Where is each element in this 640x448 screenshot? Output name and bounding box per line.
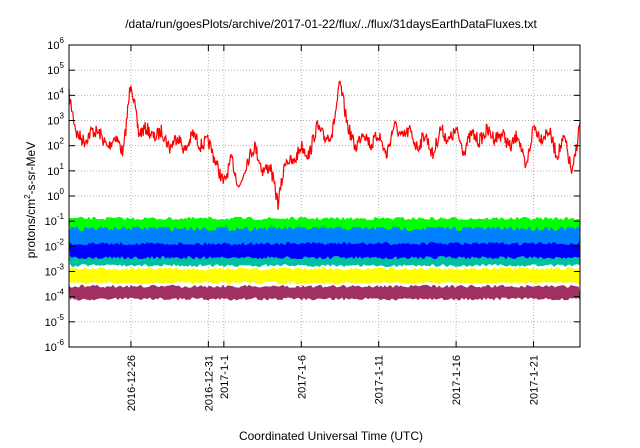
y-tick-label: 103 xyxy=(47,112,64,128)
y-tick-label: 101 xyxy=(47,162,64,178)
x-tick-label: 2017-1-11 xyxy=(374,355,386,404)
y-tick-base: 10 xyxy=(47,90,59,102)
y-tick-base: 10 xyxy=(45,317,57,329)
y-tick-base: 10 xyxy=(45,241,57,253)
y-tick-label: 10-6 xyxy=(45,338,65,354)
y-tick-exponent: 1 xyxy=(60,162,65,171)
y-axis-label-pre: protons/cm xyxy=(24,199,38,258)
y-tick-base: 10 xyxy=(45,267,57,279)
y-tick-exponent: -6 xyxy=(57,338,65,347)
y-axis-label-sup: 2 xyxy=(23,194,32,199)
x-tick-label: 2017-1-6 xyxy=(296,355,308,399)
grid xyxy=(69,45,580,347)
y-tick-exponent: 5 xyxy=(60,61,65,70)
y-axis: 10-610-510-410-310-210-11001011021031041… xyxy=(45,36,580,354)
x-axis: 2016-12-26 2016-12-31 2017-1-1 2017-1-6 2017… xyxy=(126,45,541,411)
y-tick-label: 104 xyxy=(47,86,64,102)
y-tick-label: 10-5 xyxy=(45,313,65,329)
y-tick-base: 10 xyxy=(47,166,59,178)
y-tick-exponent: -4 xyxy=(57,288,65,297)
y-tick-exponent: 6 xyxy=(60,36,65,45)
x-tick-label: 2017-1-1 xyxy=(219,355,231,399)
y-tick-label: 10-3 xyxy=(45,263,65,279)
y-tick-exponent: -1 xyxy=(57,212,65,221)
flux-bands xyxy=(69,216,580,301)
y-tick-base: 10 xyxy=(47,191,59,203)
x-tick-label: 2016-12-26 xyxy=(126,355,138,411)
y-tick-label: 100 xyxy=(47,187,64,203)
y-tick-label: 102 xyxy=(47,137,64,153)
y-tick-exponent: 3 xyxy=(60,112,65,121)
y-tick-label: 10-1 xyxy=(45,212,65,228)
y-tick-base: 10 xyxy=(47,141,59,153)
y-tick-label: 10-2 xyxy=(45,237,65,253)
series-0-line xyxy=(68,80,581,210)
y-tick-base: 10 xyxy=(45,292,57,304)
x-tick-label: 2017-1-21 xyxy=(529,355,541,405)
y-tick-label: 106 xyxy=(47,36,64,52)
y-tick-base: 10 xyxy=(45,342,57,354)
y-axis-label: protons/cm2-s-sr-MeV xyxy=(23,142,38,258)
y-tick-label: 10-4 xyxy=(45,288,65,304)
y-tick-exponent: 2 xyxy=(60,137,65,146)
y-tick-exponent: -3 xyxy=(57,263,65,272)
y-tick-exponent: -5 xyxy=(57,313,65,322)
y-tick-exponent: -2 xyxy=(57,237,65,246)
x-tick-label: 2017-1-16 xyxy=(451,355,463,405)
x-axis-label: Coordinated Universal Time (UTC) xyxy=(239,429,423,443)
y-tick-base: 10 xyxy=(45,216,57,228)
y-tick-base: 10 xyxy=(47,40,59,52)
y-tick-base: 10 xyxy=(47,116,59,128)
flux-series xyxy=(68,80,581,293)
y-tick-exponent: 4 xyxy=(60,86,65,95)
chart-title: /data/run/goesPlots/archive/2017-01-22/f… xyxy=(125,17,537,31)
x-tick-label: 2016-12-31 xyxy=(203,355,215,411)
y-tick-label: 105 xyxy=(47,61,64,77)
y-axis-label-post: -s-sr-MeV xyxy=(24,142,38,195)
y-tick-base: 10 xyxy=(47,65,59,77)
y-tick-exponent: 0 xyxy=(60,187,65,196)
series-5-band xyxy=(69,267,580,285)
